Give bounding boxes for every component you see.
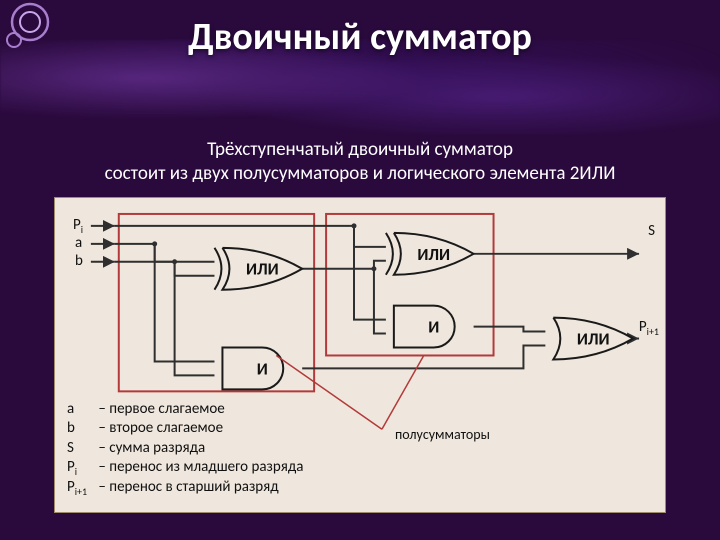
half-adder-box xyxy=(119,214,314,391)
page-title: Двоичный сумматор xyxy=(0,14,720,60)
wire xyxy=(115,244,215,262)
legend-row: a – первое слагаемое xyxy=(67,400,303,420)
and-gate xyxy=(394,306,455,348)
junction-dot xyxy=(371,266,376,271)
callout-line xyxy=(382,355,424,429)
output-label-pi1: Pi+1 xyxy=(639,318,659,338)
callout-label: полусумматоры xyxy=(395,426,490,443)
junction-dot xyxy=(152,241,157,246)
gate-label: И xyxy=(428,317,439,338)
input-label-b: b xyxy=(75,252,83,270)
legend-row: S – сумма разряда xyxy=(67,439,303,459)
legend-row: Pi+1 – перенос в старший разряд xyxy=(67,478,303,498)
wire xyxy=(115,262,215,276)
and-gate xyxy=(222,348,283,390)
gate-label: ИЛИ xyxy=(417,244,450,265)
junction-dot xyxy=(172,259,177,264)
subtitle-line2: состоит из двух полусумматоров и логичес… xyxy=(105,162,616,185)
wire xyxy=(474,327,546,332)
legend-row: Pi – перенос из младшего разряда xyxy=(67,458,303,478)
diagram-card: ИЛИИИЛИИИЛИ Pi a b S Pi+1 полусумматоры … xyxy=(54,197,666,513)
subtitle-line1: Трёхступенчатый двоичный сумматор xyxy=(207,138,513,161)
legend-row: b – второе слагаемое xyxy=(67,419,303,439)
page-subtitle: Трёхступенчатый двоичный сумматор состои… xyxy=(0,138,720,186)
wire xyxy=(374,269,386,334)
junction-dot xyxy=(352,223,357,228)
wire xyxy=(354,226,386,320)
gate-label: И xyxy=(257,358,268,379)
input-label-a: a xyxy=(75,234,82,252)
output-label-s: S xyxy=(648,222,655,240)
legend: a – первое слагаемое b – второе слагаемо… xyxy=(67,400,303,499)
wire xyxy=(175,262,215,376)
gate-label: ИЛИ xyxy=(577,329,610,350)
input-label-pi: Pi xyxy=(73,216,83,236)
gate-label: ИЛИ xyxy=(246,259,279,280)
